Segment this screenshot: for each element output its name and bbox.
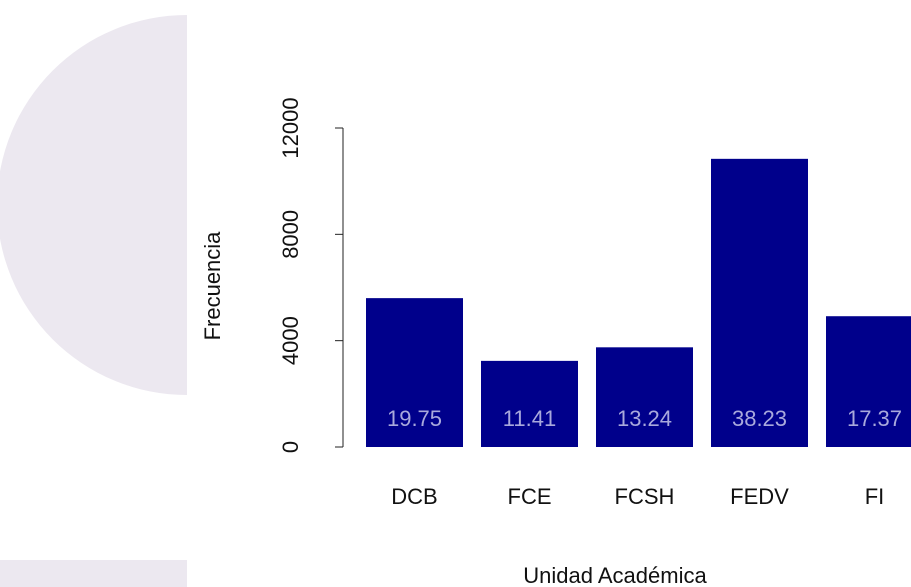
decor-circle xyxy=(0,15,187,395)
x-axis-title: Unidad Académica xyxy=(523,563,707,587)
y-axis-title: Frecuencia xyxy=(200,231,225,341)
x-tick-label: FCE xyxy=(508,484,552,509)
bar-label: 38.23 xyxy=(732,406,787,431)
y-tick-label: 0 xyxy=(278,441,303,453)
bar-label: 13.24 xyxy=(617,406,672,431)
x-tick-label: FEDV xyxy=(730,484,789,509)
y-tick-label: 4000 xyxy=(278,316,303,365)
decor-rect xyxy=(0,560,187,587)
bar xyxy=(596,347,693,447)
bar xyxy=(826,316,911,447)
y-tick-label: 8000 xyxy=(278,210,303,259)
bar xyxy=(366,298,463,447)
bar-label: 11.41 xyxy=(503,406,556,431)
y-tick-label: 12000 xyxy=(278,97,303,158)
bar-label: 17.37 xyxy=(847,406,902,431)
x-tick-label: FI xyxy=(865,484,885,509)
bar xyxy=(711,158,808,447)
x-tick-label: DCB xyxy=(391,484,437,509)
bar xyxy=(481,360,578,447)
x-tick-label: FCSH xyxy=(615,484,675,509)
bar-label: 19.75 xyxy=(387,406,442,431)
